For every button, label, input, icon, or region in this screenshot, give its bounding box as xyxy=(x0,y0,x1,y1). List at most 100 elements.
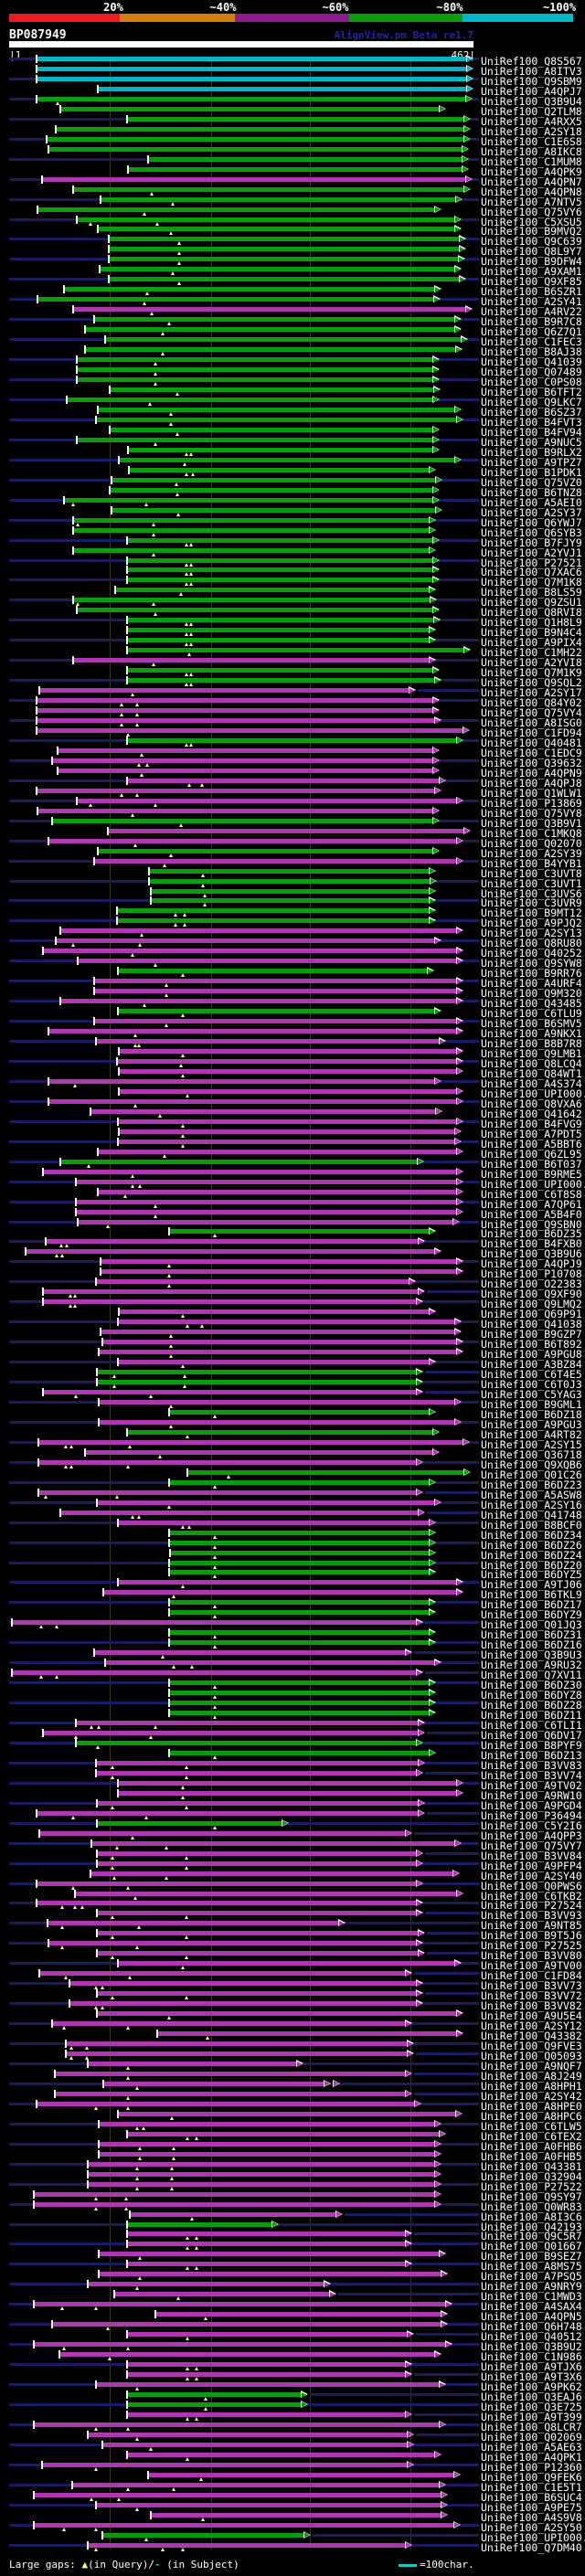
hit-label[interactable]: UniRef100_Q75VY6 xyxy=(481,205,582,218)
alignment-bar[interactable] xyxy=(119,457,456,462)
alignment-bar[interactable] xyxy=(39,688,410,694)
hit-label[interactable]: UniRef100_A4QPP3 xyxy=(481,1829,582,1842)
hit-label[interactable]: UniRef100_B8AJ38 xyxy=(481,345,582,359)
alignment-bar[interactable] xyxy=(37,698,434,704)
hit-label[interactable]: UniRef100_Q3B9U4 xyxy=(481,94,582,108)
alignment-bar[interactable] xyxy=(75,1891,458,1896)
hit-label[interactable]: UniRef100_C1FD94 xyxy=(481,726,582,739)
alignment-bar[interactable] xyxy=(101,1259,458,1265)
hit-label[interactable]: UniRef100_A8IKC8 xyxy=(481,144,582,158)
hit-label[interactable]: UniRef100_A8ISG0 xyxy=(481,716,582,730)
alignment-bar[interactable] xyxy=(78,1219,454,1224)
alignment-bar[interactable] xyxy=(127,638,431,643)
alignment-bar[interactable] xyxy=(37,66,468,71)
alignment-bar[interactable] xyxy=(76,1740,418,1745)
hit-label[interactable]: UniRef100_Q7XV11 xyxy=(481,1669,582,1682)
alignment-bar[interactable] xyxy=(127,2221,273,2227)
hit-label[interactable]: UniRef100_C1MWD3 xyxy=(481,2290,582,2304)
hit-label[interactable]: UniRef100_B4YYB1 xyxy=(481,856,582,870)
hit-label[interactable]: UniRef100_A4QPN8 xyxy=(481,185,582,198)
hit-label[interactable]: UniRef100_Q43485 xyxy=(481,997,582,1011)
alignment-bar[interactable] xyxy=(91,1840,456,1846)
hit-label[interactable]: UniRef100_B9T5J6 xyxy=(481,1929,582,1943)
hit-label[interactable]: UniRef100_Q8LCQ4 xyxy=(481,1057,582,1070)
alignment-bar[interactable] xyxy=(127,537,434,543)
alignment-bar[interactable] xyxy=(127,648,465,653)
hit-label[interactable]: UniRef100_Q01C26 xyxy=(481,1468,582,1481)
hit-label[interactable]: UniRef100_A2SY41 xyxy=(481,295,582,309)
hit-label[interactable]: UniRef100_Q8VXA6 xyxy=(481,1097,582,1110)
alignment-bar[interactable] xyxy=(76,1179,458,1184)
hit-label[interactable]: UniRef100_B3VV72 xyxy=(481,1989,582,2003)
alignment-bar[interactable] xyxy=(127,2131,441,2136)
alignment-bar[interactable] xyxy=(119,1088,458,1094)
hit-label[interactable]: UniRef100_P36494 xyxy=(481,1808,582,1822)
alignment-bar[interactable] xyxy=(118,1961,456,1966)
alignment-bar[interactable] xyxy=(97,1500,436,1505)
alignment-bar[interactable] xyxy=(99,2252,441,2257)
alignment-bar[interactable] xyxy=(96,1770,418,1776)
hit-label[interactable]: UniRef100_C6TLW5 xyxy=(481,2119,582,2133)
alignment-bar[interactable] xyxy=(47,136,465,142)
hit-label[interactable]: UniRef100_A9NKX1 xyxy=(481,1027,582,1041)
hit-label[interactable]: UniRef100_Q7M1K9 xyxy=(481,666,582,680)
hit-label[interactable]: UniRef100_Q8L9Y7 xyxy=(481,245,582,259)
alignment-bar[interactable] xyxy=(119,1129,456,1134)
alignment-bar[interactable] xyxy=(37,1881,418,1886)
hit-label[interactable]: UniRef100_B6T892 xyxy=(481,1338,582,1352)
alignment-bar[interactable] xyxy=(99,2272,442,2277)
hit-label[interactable]: UniRef100_O22383 xyxy=(481,1277,582,1291)
alignment-bar[interactable] xyxy=(149,868,431,874)
alignment-bar[interactable] xyxy=(34,2342,447,2348)
alignment-bar[interactable] xyxy=(118,969,429,974)
hit-label[interactable]: UniRef100_Q43382 xyxy=(481,2030,582,2043)
hit-label[interactable]: UniRef100_A4QPK1 xyxy=(481,2450,582,2464)
alignment-bar[interactable] xyxy=(169,1640,431,1646)
hit-label[interactable]: UniRef100_B3VV80 xyxy=(481,1949,582,1963)
hit-label[interactable]: UniRef100_C1FEC3 xyxy=(481,335,582,349)
hit-label[interactable]: UniRef100_B6DZ13 xyxy=(481,1748,582,1762)
alignment-bar[interactable] xyxy=(77,357,434,363)
hit-label[interactable]: UniRef100_B6SZ37 xyxy=(481,405,582,419)
alignment-bar[interactable] xyxy=(110,487,434,493)
alignment-bar[interactable] xyxy=(48,1921,340,1926)
hit-label[interactable]: UniRef100_A4RXX5 xyxy=(481,114,582,128)
hit-label[interactable]: UniRef100_Q41642 xyxy=(481,1107,582,1120)
hit-label[interactable]: UniRef100_A8I3C6 xyxy=(481,2210,582,2223)
hit-label[interactable]: UniRef100_A9TJ06 xyxy=(481,1578,582,1592)
alignment-bar[interactable] xyxy=(187,1469,465,1475)
alignment-bar[interactable] xyxy=(88,2282,325,2287)
hit-label[interactable]: UniRef100_Q02070 xyxy=(481,836,582,850)
alignment-bar[interactable] xyxy=(76,1721,420,1726)
alignment-bar[interactable] xyxy=(169,1750,431,1755)
hit-label[interactable]: UniRef100_Q9SQL2 xyxy=(481,676,582,690)
alignment-bar[interactable] xyxy=(77,798,458,803)
alignment-bar[interactable] xyxy=(127,618,435,623)
hit-label[interactable]: UniRef100_B9RLX2 xyxy=(481,445,582,459)
hit-label[interactable]: UniRef100_A4QPJ7 xyxy=(481,84,582,98)
alignment-bar[interactable] xyxy=(78,959,458,964)
alignment-bar[interactable] xyxy=(169,1610,431,1616)
alignment-bar[interactable] xyxy=(60,928,458,934)
hit-label[interactable]: UniRef100_Q36718 xyxy=(481,1447,582,1461)
alignment-bar[interactable] xyxy=(105,337,463,343)
alignment-bar[interactable] xyxy=(72,2482,441,2487)
alignment-bar[interactable] xyxy=(99,1399,456,1405)
alignment-bar[interactable] xyxy=(101,196,457,202)
alignment-bar[interactable] xyxy=(42,176,467,182)
hit-label[interactable]: UniRef100_C5XSU5 xyxy=(481,215,582,228)
hit-label[interactable]: UniRef100_Q9LMB1 xyxy=(481,1047,582,1061)
hit-label[interactable]: UniRef100_A2YVI8 xyxy=(481,656,582,670)
hit-label[interactable]: UniRef100_A8MS75 xyxy=(481,2260,582,2274)
alignment-bar[interactable] xyxy=(114,2292,331,2297)
alignment-bar[interactable] xyxy=(148,2472,455,2477)
hit-label[interactable]: UniRef100_B8BCF0 xyxy=(481,1518,582,1532)
hit-label[interactable]: UniRef100_A3BZ84 xyxy=(481,1358,582,1372)
hit-label[interactable]: UniRef100_B6DZ31 xyxy=(481,1628,582,1642)
hit-label[interactable]: UniRef100_C6T8S8 xyxy=(481,1187,582,1201)
alignment-bar[interactable] xyxy=(94,317,456,323)
alignment-bar[interactable] xyxy=(58,768,434,773)
hit-label[interactable]: UniRef100_Q9XF90 xyxy=(481,1288,582,1301)
hit-label[interactable]: UniRef100_C6TLU9 xyxy=(481,1007,582,1021)
alignment-bar[interactable] xyxy=(127,2262,407,2267)
